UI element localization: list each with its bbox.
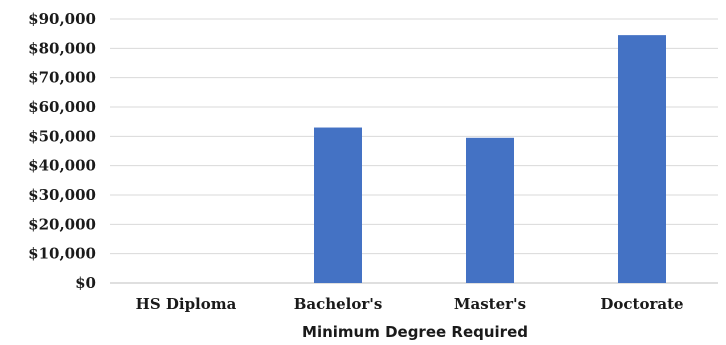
bar-master-s [466, 137, 514, 283]
x-axis-title: Minimum Degree Required [302, 323, 528, 341]
x-category-label: Master's [454, 295, 526, 313]
y-tick-label: $80,000 [28, 39, 96, 57]
y-tick-label: $0 [75, 274, 96, 292]
x-category-label: HS Diploma [136, 295, 237, 313]
y-tick-label: $30,000 [28, 186, 96, 204]
y-axis-tick-labels: $0 $10,000 $20,000 $30,000 $40,000 $50,000 $60… [28, 10, 96, 292]
x-axis-category-labels: HS Diploma Bachelor's Master's Doctorate [136, 295, 684, 313]
x-category-label: Bachelor's [294, 295, 383, 313]
y-tick-label: $90,000 [28, 10, 96, 28]
gridlines [110, 18, 718, 284]
bar-bachelor-s [314, 127, 362, 284]
y-tick-label: $60,000 [28, 98, 96, 116]
y-tick-label: $20,000 [28, 215, 96, 233]
bar-doctorate [618, 35, 666, 284]
y-tick-label: $70,000 [28, 69, 96, 87]
bars [314, 35, 666, 284]
y-tick-label: $40,000 [28, 157, 96, 175]
x-category-label: Doctorate [600, 295, 683, 313]
y-tick-label: $50,000 [28, 127, 96, 145]
y-tick-label: $10,000 [28, 245, 96, 263]
